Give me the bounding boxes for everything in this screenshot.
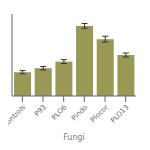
svg-text:P93: P93 — [33, 103, 48, 118]
svg-text:Controls: Controls — [8, 103, 28, 129]
svg-text:Pindo: Pindo — [70, 103, 89, 122]
svg-text:PLO6: PLO6 — [50, 103, 69, 122]
svg-text:PLO13: PLO13 — [109, 103, 130, 124]
svg-text:Plocor: Plocor — [89, 103, 110, 124]
svg-text:Fungi: Fungi — [63, 133, 85, 142]
